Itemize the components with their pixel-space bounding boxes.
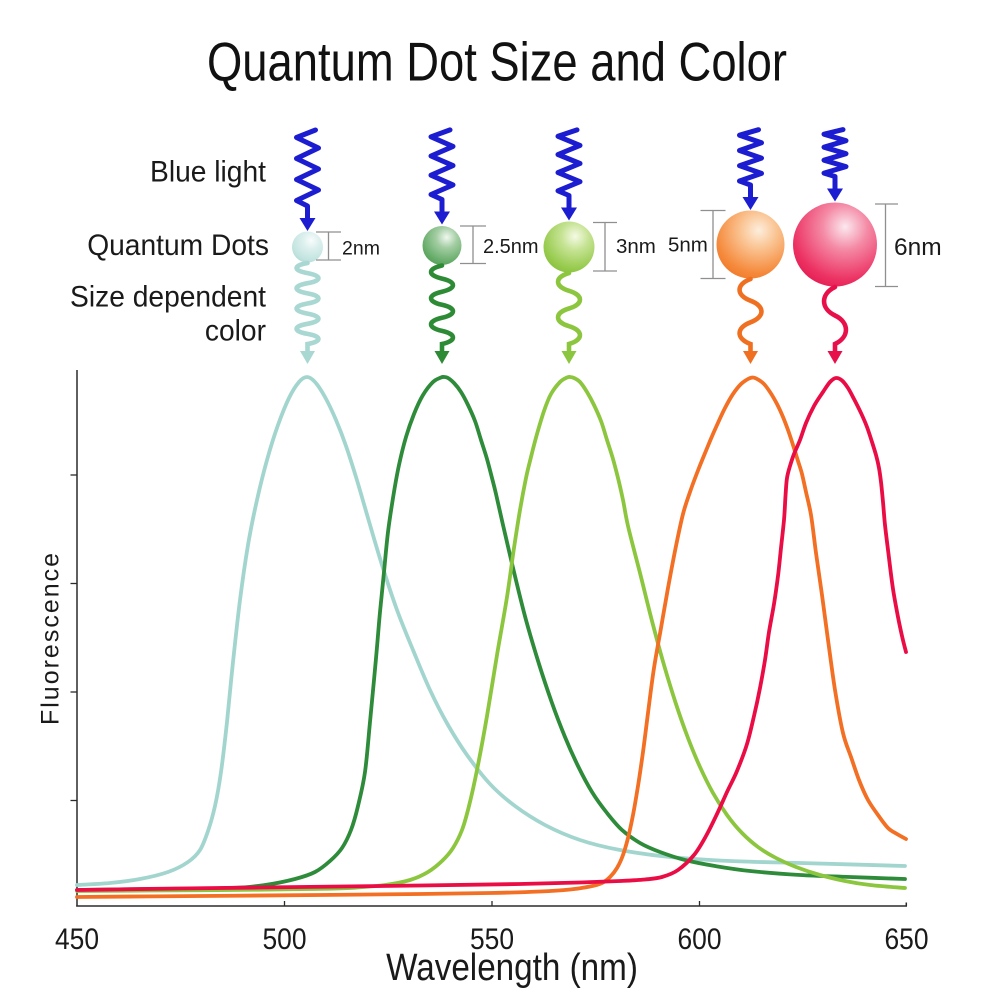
svg-text:3nm: 3nm	[616, 235, 656, 258]
svg-text:Size dependent: Size dependent	[70, 281, 266, 314]
svg-text:Wavelength (nm): Wavelength (nm)	[386, 946, 638, 989]
svg-text:color: color	[205, 315, 266, 348]
svg-text:Fluorescence: Fluorescence	[37, 551, 65, 725]
svg-text:Quantum Dots: Quantum Dots	[87, 229, 269, 262]
svg-text:Blue light: Blue light	[150, 156, 266, 189]
svg-text:500: 500	[262, 921, 306, 955]
svg-text:650: 650	[884, 921, 928, 955]
svg-text:450: 450	[55, 921, 99, 955]
svg-text:6nm: 6nm	[894, 234, 942, 261]
svg-text:600: 600	[677, 921, 721, 955]
svg-text:Quantum Dot Size and Color: Quantum Dot Size and Color	[207, 30, 787, 92]
svg-text:2.5nm: 2.5nm	[483, 236, 539, 258]
svg-text:2nm: 2nm	[342, 238, 380, 260]
svg-text:5nm: 5nm	[668, 234, 708, 257]
svg-text:550: 550	[470, 921, 514, 955]
